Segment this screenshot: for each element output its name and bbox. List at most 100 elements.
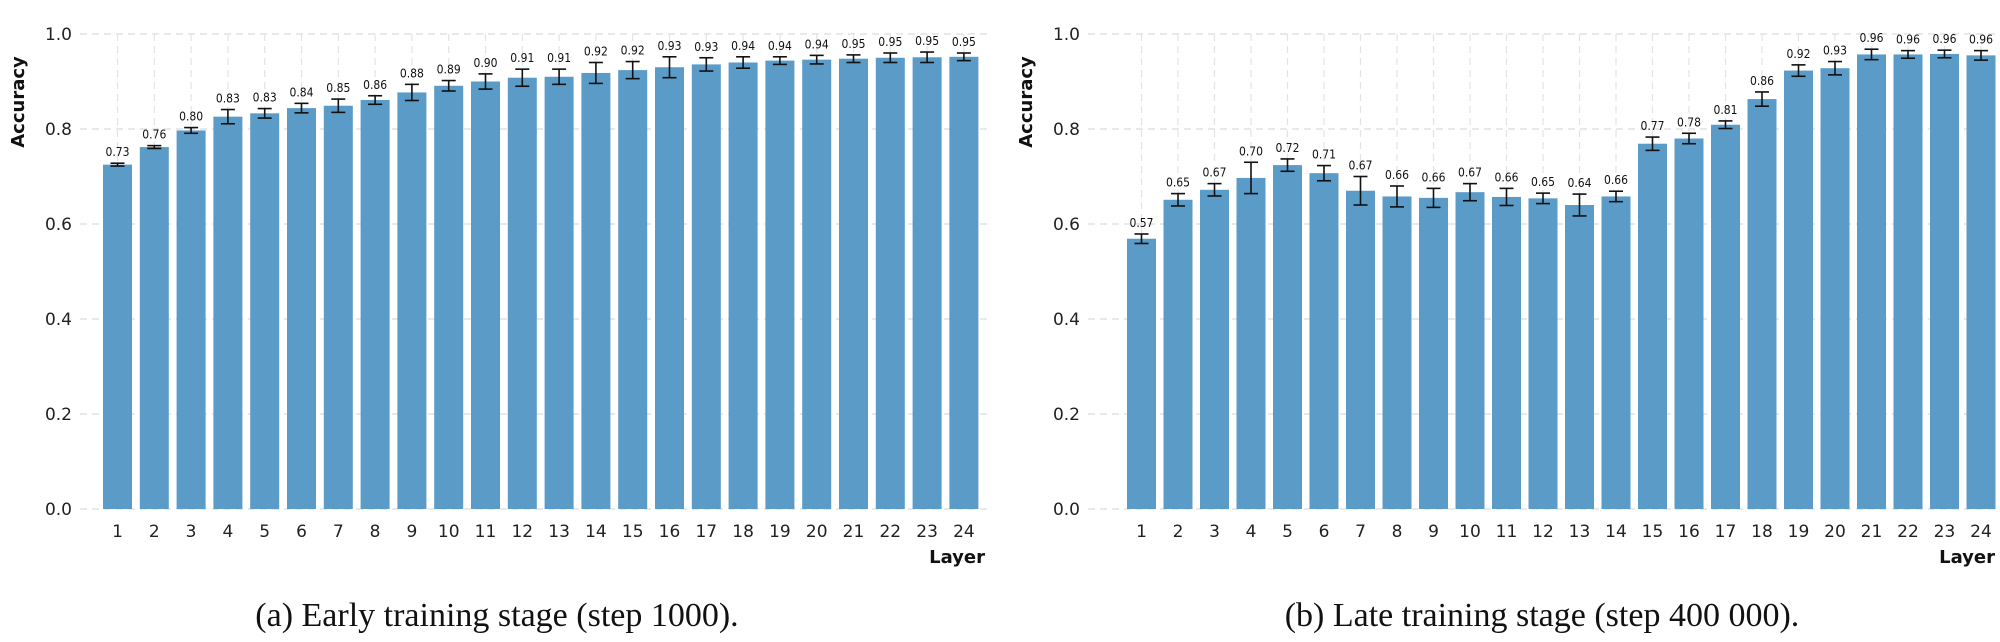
error-bar xyxy=(1864,48,1879,61)
data-label: 0.76 xyxy=(142,128,166,142)
error-bar xyxy=(883,52,898,64)
error-bar xyxy=(552,68,567,86)
bar xyxy=(1419,197,1448,509)
x-tick-label: 4 xyxy=(222,522,233,542)
y-tick-label: 0.0 xyxy=(45,500,72,520)
y-tick-label: 0.8 xyxy=(45,120,72,140)
bar xyxy=(728,62,758,509)
bar xyxy=(1492,196,1521,510)
figure-caption: (a) Early training stage (step 1000). xyxy=(255,597,738,634)
x-tick-label: 9 xyxy=(406,522,417,542)
data-label: 0.89 xyxy=(437,63,461,77)
error-bar xyxy=(1280,158,1295,173)
data-label: 0.67 xyxy=(1202,166,1226,180)
x-tick-label: 18 xyxy=(732,522,754,542)
bar xyxy=(691,64,721,510)
error-bar xyxy=(920,51,935,64)
error-bar xyxy=(846,54,861,64)
x-tick-label: 21 xyxy=(843,522,865,542)
data-label: 0.57 xyxy=(1129,216,1153,230)
bar xyxy=(1784,70,1813,509)
y-tick-label: 0.2 xyxy=(45,405,72,425)
bar xyxy=(618,70,648,509)
chart-panel-a: 0.0 0.2 0.4 0.6 0.8 1.0 0.73 1 0.76 2 0.80 3 0.83 4 0.… xyxy=(8,25,990,634)
x-tick-label: 4 xyxy=(1246,522,1257,542)
x-tick-label: 13 xyxy=(548,522,570,542)
error-bar xyxy=(1572,193,1587,217)
x-tick-label: 20 xyxy=(1824,522,1846,542)
bar xyxy=(1857,54,1886,510)
bar xyxy=(1309,173,1339,510)
x-tick-label: 16 xyxy=(659,522,681,542)
x-tick-label: 13 xyxy=(1569,522,1591,542)
x-tick-label: 22 xyxy=(1897,522,1919,542)
y-tick-label: 0.4 xyxy=(45,310,72,330)
y-tick-label: 0.2 xyxy=(1053,405,1080,425)
x-tick-label: 7 xyxy=(1355,522,1366,542)
chart-panel-b: 0.0 0.2 0.4 0.6 0.8 1.0 0.57 1 0.65 2 0.67 3 0.70 4 0.… xyxy=(1016,25,1996,634)
x-tick-label: 19 xyxy=(1788,522,1810,542)
x-tick-label: 14 xyxy=(585,522,607,542)
data-label: 0.95 xyxy=(878,35,902,49)
x-axis-title: Layer xyxy=(929,547,985,568)
bar xyxy=(949,56,979,510)
bar xyxy=(1127,238,1156,509)
x-tick-label: 12 xyxy=(1532,522,1554,542)
bar xyxy=(1711,124,1740,509)
error-bar xyxy=(1974,49,1988,61)
data-label: 0.81 xyxy=(1713,103,1737,117)
data-label: 0.65 xyxy=(1166,176,1190,190)
x-tick-label: 24 xyxy=(1970,522,1992,542)
bar xyxy=(139,147,169,510)
error-bar xyxy=(110,162,125,167)
data-label: 0.94 xyxy=(731,39,755,53)
x-tick-label: 23 xyxy=(916,522,938,542)
bar xyxy=(581,72,611,509)
data-label: 0.90 xyxy=(473,56,497,70)
bar xyxy=(360,100,390,510)
bar xyxy=(1930,53,1959,509)
data-label: 0.95 xyxy=(952,35,976,49)
data-label: 0.86 xyxy=(1750,74,1774,88)
data-label: 0.77 xyxy=(1640,119,1664,133)
bar xyxy=(1674,138,1704,509)
error-bar xyxy=(1937,49,1952,59)
y-tick-label: 1.0 xyxy=(45,25,72,45)
error-bar xyxy=(588,61,603,85)
error-bar xyxy=(1682,132,1696,145)
error-bar xyxy=(147,144,162,150)
error-bar xyxy=(662,55,677,79)
bar xyxy=(655,67,684,509)
bar xyxy=(912,57,942,510)
error-bar xyxy=(809,54,824,65)
error-bar xyxy=(220,108,235,125)
data-label: 0.96 xyxy=(1932,32,1956,46)
x-axis-title: Layer xyxy=(1939,547,1995,568)
data-label: 0.96 xyxy=(1969,33,1993,47)
data-label: 0.83 xyxy=(216,92,240,106)
data-label: 0.66 xyxy=(1385,168,1409,182)
error-bar xyxy=(1134,233,1149,245)
x-tick-label: 15 xyxy=(622,522,644,542)
data-label: 0.92 xyxy=(584,45,608,59)
y-tick-label: 0.0 xyxy=(1053,500,1080,520)
x-tick-label: 21 xyxy=(1861,522,1883,542)
x-tick-label: 17 xyxy=(1715,522,1737,542)
data-label: 0.70 xyxy=(1239,144,1263,158)
y-axis-title: Accuracy xyxy=(1016,56,1037,148)
x-tick-label: 5 xyxy=(259,522,270,542)
x-tick-label: 6 xyxy=(296,522,307,542)
bar xyxy=(1200,189,1229,510)
error-bar xyxy=(1791,64,1806,78)
data-label: 0.66 xyxy=(1494,170,1518,184)
data-label: 0.83 xyxy=(253,91,277,105)
error-bar xyxy=(1426,187,1441,209)
figure-caption: (b) Late training stage (step 400 000). xyxy=(1285,597,1800,634)
x-tick-label: 8 xyxy=(1392,522,1403,542)
x-tick-label: 1 xyxy=(112,522,123,542)
bar xyxy=(434,85,464,510)
data-label: 0.86 xyxy=(363,78,387,92)
bar xyxy=(875,57,905,509)
data-label: 0.67 xyxy=(1458,166,1482,180)
data-label: 0.66 xyxy=(1421,170,1445,184)
